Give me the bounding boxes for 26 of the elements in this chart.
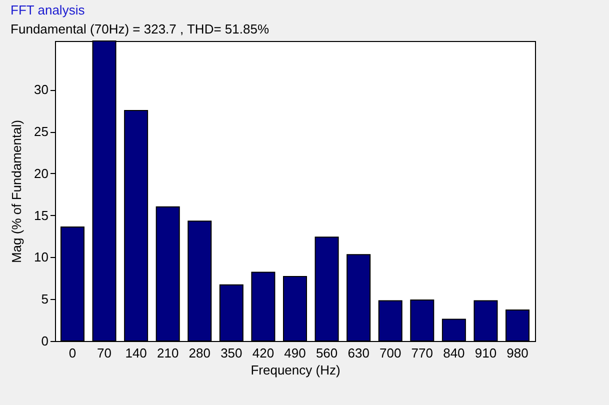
x-tick-label: 280 [188,346,210,360]
x-tick-label: 840 [443,346,465,360]
x-tick-label: 700 [380,346,402,360]
y-tick-label: 15 [34,208,48,223]
y-tick-label: 0 [41,334,48,348]
x-tick-label: 980 [506,346,528,360]
x-axis-title: Frequency (Hz) [250,362,340,378]
x-tick-label: 350 [220,346,242,360]
chart-subtitle: Fundamental (70Hz) = 323.7 , THD= 51.85% [10,22,270,36]
y-tick-label: 5 [41,292,48,307]
x-tick-label: 560 [316,346,338,360]
y-axis-title: Mag (% of Fundamental) [9,120,24,264]
y-tick-label: 20 [34,166,48,181]
y-tick-label: 30 [34,82,48,98]
x-tick-label: 70 [97,346,112,360]
x-tick-label: 210 [156,346,179,360]
y-tick-label: 25 [34,124,48,140]
x-tick-label: 910 [474,346,497,360]
x-tick-label: 770 [411,346,434,360]
chart-title: FFT analysis [10,2,86,18]
x-tick-label: 490 [284,346,306,360]
x-tick-label: 140 [125,346,147,360]
x-tick-label: 420 [252,346,274,360]
x-tick-label: 0 [68,346,76,360]
x-tick-label: 630 [348,346,370,360]
y-tick-label: 10 [34,250,48,265]
